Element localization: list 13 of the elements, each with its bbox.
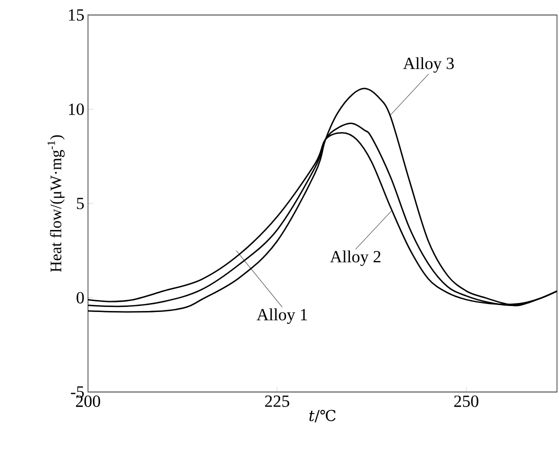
y-axis-title: Heat flow/(μW·mg$^{-1}$) bbox=[48, 135, 65, 272]
y-tick-label: 5 bbox=[76, 198, 84, 210]
y-tick-label: 15 bbox=[68, 9, 84, 21]
y-tick-label: 0 bbox=[76, 292, 84, 304]
y-tick-label: -5 bbox=[70, 386, 84, 398]
x-tick-label: 225 bbox=[265, 396, 290, 407]
annotation: Alloy 3 bbox=[403, 57, 454, 73]
annotation: Alloy 2 bbox=[330, 250, 380, 266]
annotation: Alloy 1 bbox=[256, 308, 307, 324]
x-tick-label: 200 bbox=[76, 396, 100, 407]
x-axis-title: t/℃ bbox=[309, 410, 336, 422]
y-tick-label: 10 bbox=[68, 104, 84, 115]
x-tick-label: 250 bbox=[454, 396, 478, 407]
